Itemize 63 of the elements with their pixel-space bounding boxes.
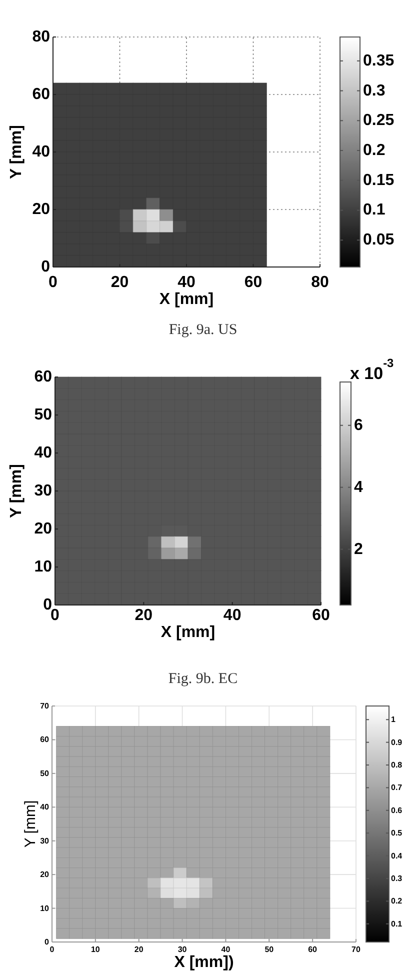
x-tick-label: 30 xyxy=(178,945,188,954)
x-tick-label: 40 xyxy=(178,274,196,291)
color-bar-label: 6 xyxy=(354,416,363,434)
color-bar-label: 0.2 xyxy=(391,896,403,906)
color-bar-label: 0.3 xyxy=(363,82,386,100)
x-tick-label: 50 xyxy=(264,945,274,954)
y-tick-label: 60 xyxy=(34,368,52,386)
x-tick-label: 60 xyxy=(244,274,262,291)
x-tick-label: 60 xyxy=(312,607,330,624)
x-tick-label: 80 xyxy=(311,274,329,291)
y-tick-label: 20 xyxy=(40,870,50,880)
y-tick-label: 40 xyxy=(32,144,50,160)
y-axis-title: Y [mm] xyxy=(22,800,38,848)
color-bar-label: 0.5 xyxy=(391,828,403,838)
x-tick-label: 20 xyxy=(134,945,144,954)
y-tick-label: 0 xyxy=(41,258,50,276)
x-tick-label: 40 xyxy=(223,607,242,624)
color-bar-label: 0.1 xyxy=(363,202,386,219)
y-tick-label: 20 xyxy=(32,201,50,218)
y-tick-label: 10 xyxy=(40,904,50,913)
x-axis-title: X [mm]) xyxy=(174,954,234,971)
color-bar-label: 0.15 xyxy=(363,172,394,189)
x-tick-label: 20 xyxy=(134,607,153,624)
color-bar-title: x 10$^{-3}$ xyxy=(350,356,394,383)
y-tick-label: 70 xyxy=(40,702,50,710)
color-bar-label: 0.4 xyxy=(391,851,403,860)
color-bar-label: 1 xyxy=(391,715,396,724)
caption: Fig. 9a. US xyxy=(168,322,238,338)
x-tick-label: 10 xyxy=(90,945,100,954)
x-axis-title: X [mm] xyxy=(159,291,214,308)
color-bar-label: 2 xyxy=(354,540,363,558)
y-tick-label: 50 xyxy=(40,768,50,778)
y-tick-label: 50 xyxy=(34,406,52,424)
y-tick-label: 20 xyxy=(34,520,52,538)
y-tick-label: 30 xyxy=(40,836,50,846)
color-bar-label: 0.35 xyxy=(363,52,394,70)
color-bar-label: 0.3 xyxy=(391,874,403,883)
color-bar-label: 4 xyxy=(354,478,363,496)
y-tick-label: 60 xyxy=(40,735,50,744)
y-tick-label: 80 xyxy=(32,28,50,46)
color-bar-label: 0.7 xyxy=(391,783,403,792)
y-axis-title: Y [mm] xyxy=(8,125,24,179)
y-tick-label: 30 xyxy=(34,482,52,500)
color-bar-label: 0.9 xyxy=(391,738,403,747)
color-bar-label: 0.2 xyxy=(363,142,386,160)
y-tick-label: 0 xyxy=(44,938,50,946)
x-axis-title: X [mm] xyxy=(160,624,216,641)
x-tick-label: 60 xyxy=(308,945,318,954)
color-bar-label: 0.05 xyxy=(363,232,394,249)
color-bar-label: 0.25 xyxy=(363,112,394,130)
y-tick-label: 60 xyxy=(32,86,50,103)
y-tick-label: 40 xyxy=(40,802,50,812)
color-bar-label: 0.1 xyxy=(391,919,403,928)
y-tick-label: 0 xyxy=(43,596,52,614)
y-tick-label: 40 xyxy=(34,444,52,462)
color-bar-label: 0.6 xyxy=(391,806,403,815)
y-tick-label: 10 xyxy=(34,558,52,576)
y-axis-title: Y [mm] xyxy=(8,464,24,518)
x-tick-label: 40 xyxy=(221,945,231,954)
x-tick-label: 20 xyxy=(110,274,129,291)
x-tick-label: 70 xyxy=(352,945,361,954)
caption: Fig. 9b. EC xyxy=(168,671,238,687)
color-bar-label: 0.8 xyxy=(391,760,403,770)
